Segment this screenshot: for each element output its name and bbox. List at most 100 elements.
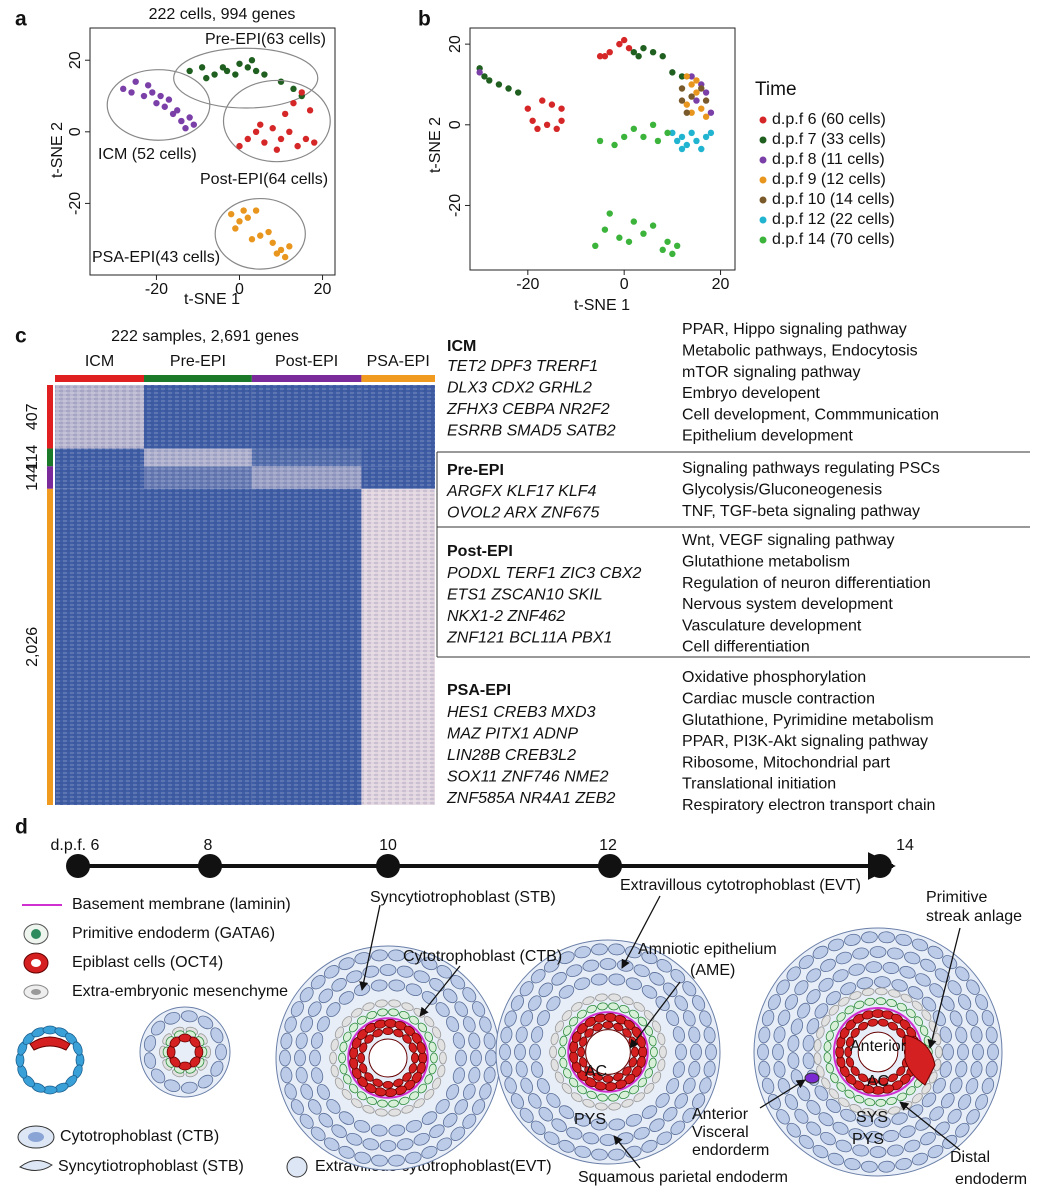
point [630, 218, 638, 225]
cell [409, 1015, 420, 1025]
cell [767, 994, 781, 1011]
cell [832, 1121, 849, 1135]
cell [887, 947, 904, 960]
cell [966, 1109, 980, 1125]
cell [452, 1067, 465, 1084]
gene-list: SOX11 ZNF746 NME2 [447, 769, 609, 786]
cell [659, 1045, 667, 1059]
cell [835, 951, 852, 965]
x-tick-label: -20 [516, 276, 539, 293]
cell [895, 1158, 912, 1171]
cell [364, 1034, 374, 1044]
point [698, 105, 705, 112]
cell [656, 959, 673, 973]
legend-label: Cytotrophoblast (CTB) [60, 1128, 219, 1145]
annotation: Squamous parietal endoderm [578, 1169, 788, 1186]
point [693, 77, 700, 84]
cell [500, 1026, 513, 1044]
cell [985, 1026, 998, 1044]
cell [806, 989, 821, 1005]
cell [591, 1148, 608, 1161]
cell [538, 982, 554, 998]
cell [934, 1121, 950, 1136]
point [548, 101, 556, 108]
cell [957, 994, 972, 1010]
cell [405, 952, 422, 965]
cell [981, 1077, 995, 1095]
cell [705, 1043, 717, 1061]
cell [827, 1152, 845, 1166]
cell [814, 1003, 829, 1019]
cell [662, 982, 678, 998]
point [298, 89, 305, 96]
cell [772, 1043, 784, 1061]
cell [279, 1049, 291, 1067]
pathway: Translational initiation [682, 776, 836, 793]
cell [388, 999, 401, 1008]
column-group-label: PSA-EPI [367, 353, 430, 370]
cell [812, 1144, 829, 1159]
cell [608, 1002, 619, 1011]
cell [558, 1046, 566, 1058]
point [664, 238, 671, 245]
point [683, 141, 691, 149]
cell [970, 1061, 983, 1078]
cell [574, 1145, 591, 1158]
cell [561, 1082, 573, 1094]
cell [907, 986, 924, 1000]
cell [357, 1052, 366, 1064]
cell [359, 1042, 368, 1053]
pathway: Regulation of neuron differentiation [682, 575, 931, 592]
cell [608, 1118, 626, 1131]
point [702, 133, 710, 141]
cell [435, 1002, 450, 1018]
group-title: Pre-EPI [447, 462, 504, 479]
cell [633, 964, 650, 978]
cell [761, 1009, 775, 1027]
cell [875, 1098, 887, 1107]
point [306, 107, 314, 114]
cell [920, 1131, 936, 1146]
cell [784, 1094, 799, 1110]
cell [551, 972, 567, 986]
gene-list: TET2 DPF3 TRERF1 [447, 358, 598, 375]
point [481, 73, 488, 80]
cell [887, 1021, 898, 1031]
cell [330, 1064, 339, 1078]
cell [921, 996, 937, 1012]
point [673, 242, 681, 249]
x-tick-label: 0 [235, 281, 244, 298]
cell [308, 1001, 322, 1017]
cell [867, 1018, 879, 1027]
point [153, 99, 160, 107]
cell [343, 1031, 352, 1042]
point [693, 89, 700, 96]
point [290, 99, 297, 107]
cell [316, 1016, 330, 1033]
cell [429, 978, 445, 992]
cell [150, 1020, 166, 1036]
point [592, 242, 599, 249]
point [277, 246, 285, 254]
cell [586, 1004, 597, 1014]
cell [510, 995, 524, 1011]
point [678, 133, 686, 141]
cell [338, 957, 355, 971]
cell [437, 1064, 446, 1078]
cell [597, 1002, 608, 1011]
cell [637, 1016, 648, 1027]
cell [311, 1067, 324, 1084]
point [186, 114, 193, 121]
point [232, 71, 239, 78]
cell [300, 1016, 314, 1033]
cell [874, 1108, 888, 1117]
cell [215, 1043, 227, 1061]
cell [666, 1010, 680, 1027]
gene-list: ARGFX KLF17 KLF4 [446, 483, 596, 500]
cell [648, 1057, 657, 1069]
cell [402, 1034, 412, 1044]
timepoint-label: 8 [204, 837, 213, 854]
cell [194, 1045, 204, 1059]
panel-label: c [15, 325, 27, 348]
cell [396, 965, 414, 978]
